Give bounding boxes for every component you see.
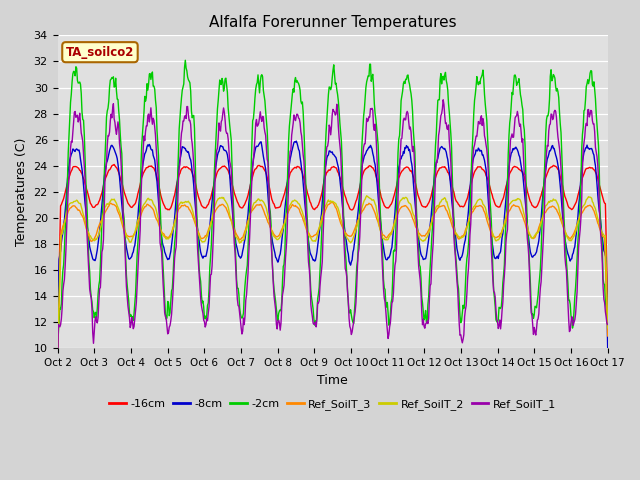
-16cm — [604, 306, 612, 312]
-8cm — [417, 248, 424, 253]
Ref_SoilT_1 — [415, 271, 423, 276]
-2cm — [400, 79, 408, 84]
-8cm — [400, 150, 408, 156]
Ref_SoilT_3 — [54, 354, 61, 360]
-2cm — [417, 264, 424, 270]
Ref_SoilT_2 — [63, 207, 71, 213]
Ref_SoilT_3 — [205, 225, 213, 231]
-8cm — [205, 234, 213, 240]
-8cm — [120, 227, 128, 232]
Ref_SoilT_1 — [176, 161, 184, 167]
Line: -8cm: -8cm — [58, 141, 608, 351]
Ref_SoilT_2 — [417, 237, 424, 242]
Line: Ref_SoilT_1: Ref_SoilT_1 — [58, 100, 608, 401]
-2cm — [120, 216, 128, 221]
X-axis label: Time: Time — [317, 373, 348, 387]
-2cm — [54, 406, 61, 412]
Ref_SoilT_1 — [120, 228, 128, 234]
-16cm — [206, 197, 214, 203]
Ref_SoilT_3 — [176, 205, 184, 211]
-8cm — [54, 348, 61, 354]
Line: Ref_SoilT_3: Ref_SoilT_3 — [58, 203, 608, 357]
Line: -16cm: -16cm — [58, 165, 608, 343]
Ref_SoilT_2 — [604, 325, 612, 331]
Ref_SoilT_3 — [328, 200, 336, 205]
Ref_SoilT_2 — [54, 355, 61, 360]
Ref_SoilT_2 — [400, 196, 408, 202]
Legend: -16cm, -8cm, -2cm, Ref_SoilT_3, Ref_SoilT_2, Ref_SoilT_1: -16cm, -8cm, -2cm, Ref_SoilT_3, Ref_Soil… — [105, 395, 561, 414]
-16cm — [417, 199, 424, 204]
-8cm — [176, 157, 184, 163]
-2cm — [63, 177, 71, 183]
-16cm — [177, 168, 184, 174]
-8cm — [292, 138, 300, 144]
Ref_SoilT_3 — [120, 228, 128, 234]
-16cm — [121, 191, 129, 197]
Text: TA_soilco2: TA_soilco2 — [66, 46, 134, 59]
Line: Ref_SoilT_2: Ref_SoilT_2 — [58, 196, 608, 358]
-8cm — [604, 347, 612, 353]
Ref_SoilT_1 — [54, 398, 61, 404]
Ref_SoilT_2 — [176, 201, 184, 206]
Y-axis label: Temperatures (C): Temperatures (C) — [15, 138, 28, 246]
Ref_SoilT_1 — [604, 322, 612, 327]
-16cm — [54, 340, 61, 346]
-2cm — [182, 58, 189, 63]
Ref_SoilT_2 — [363, 193, 371, 199]
Line: -2cm: -2cm — [58, 60, 608, 409]
-2cm — [176, 115, 184, 120]
Ref_SoilT_3 — [400, 204, 408, 209]
-16cm — [110, 162, 118, 168]
-2cm — [206, 264, 214, 270]
-16cm — [63, 180, 71, 186]
-2cm — [604, 322, 612, 328]
Ref_SoilT_1 — [439, 97, 447, 103]
Ref_SoilT_2 — [120, 225, 128, 231]
-16cm — [400, 166, 408, 171]
-8cm — [63, 177, 71, 182]
Ref_SoilT_3 — [63, 211, 71, 217]
Ref_SoilT_1 — [63, 205, 71, 211]
Ref_SoilT_1 — [399, 117, 407, 123]
Ref_SoilT_1 — [205, 304, 213, 310]
Title: Alfalfa Forerunner Temperatures: Alfalfa Forerunner Temperatures — [209, 15, 456, 30]
Ref_SoilT_3 — [417, 232, 424, 238]
Ref_SoilT_3 — [604, 333, 612, 339]
Ref_SoilT_2 — [205, 228, 213, 233]
